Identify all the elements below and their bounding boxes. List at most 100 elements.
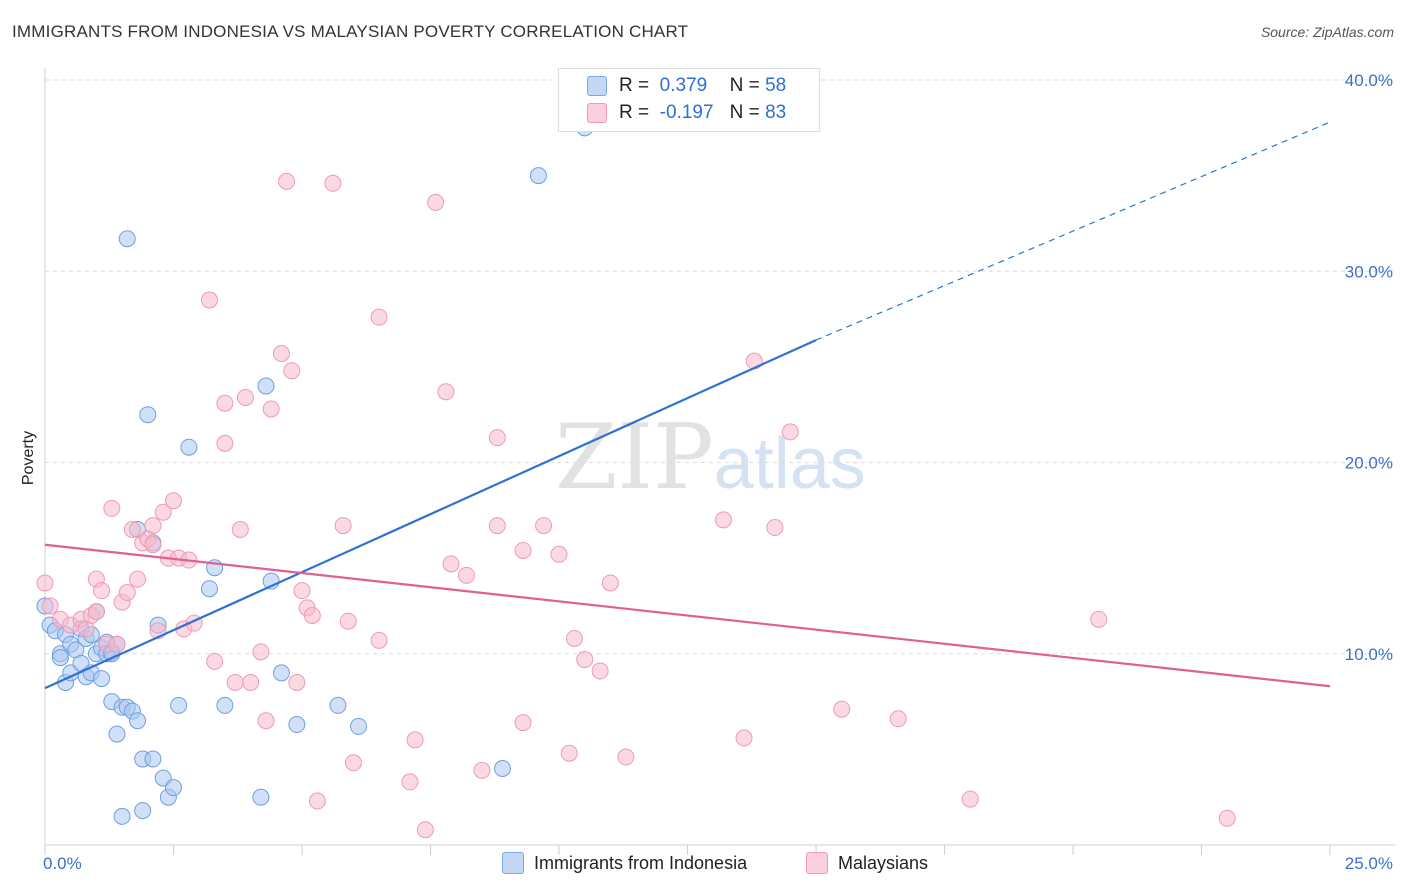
data-point	[93, 582, 111, 600]
data-point	[41, 597, 59, 615]
data-point	[535, 517, 553, 535]
stats-legend: R = 0.379 N = 58 R = -0.197 N = 83	[558, 68, 820, 132]
data-point	[591, 662, 609, 680]
data-point	[293, 582, 311, 600]
data-point	[601, 574, 619, 592]
data-point	[766, 519, 784, 537]
legend-n-value: 58	[765, 75, 787, 96]
trend-lines	[44, 121, 1331, 690]
data-point	[329, 696, 347, 714]
data-point	[1218, 809, 1236, 827]
axes	[44, 68, 1395, 855]
data-point	[406, 731, 424, 749]
legend-r-label: R =	[619, 102, 650, 123]
bottom-legend-label: Malaysians	[838, 852, 929, 873]
legend-row-malaysians: R = -0.197 N = 83	[587, 101, 786, 125]
bottom-legend-label: Immigrants from Indonesia	[534, 852, 748, 873]
tick-labels: 10.0% 20.0% 30.0% 40.0% 0.0% 25.0%	[43, 71, 1393, 873]
data-point	[961, 790, 979, 808]
data-point	[103, 499, 121, 517]
bottom-swatch-malaysians	[806, 852, 828, 874]
data-point	[370, 631, 388, 649]
data-point	[565, 629, 583, 647]
y-tick-label: 30.0%	[1345, 262, 1393, 281]
data-point	[416, 821, 434, 839]
y-tick-label: 40.0%	[1345, 71, 1393, 90]
data-point	[118, 584, 136, 602]
legend-r-value: -0.197	[659, 102, 714, 123]
x-tick-label: 0.0%	[43, 854, 82, 873]
legend-n-label: N =	[729, 75, 760, 96]
data-point	[324, 174, 342, 192]
data-point	[144, 536, 162, 554]
data-point	[113, 807, 131, 825]
data-point	[236, 388, 254, 406]
data-point	[576, 650, 594, 668]
data-point	[334, 517, 352, 535]
data-point	[180, 438, 198, 456]
data-point	[370, 308, 388, 326]
data-point	[144, 750, 162, 768]
data-point	[200, 580, 218, 598]
data-point	[262, 400, 280, 418]
data-point	[560, 744, 578, 762]
x-tick-label: 25.0%	[1345, 854, 1393, 873]
data-point	[442, 555, 460, 573]
data-point	[288, 716, 306, 734]
data-point	[51, 649, 69, 667]
data-points	[36, 119, 1236, 839]
legend-swatch-malaysians	[587, 103, 607, 123]
data-point	[550, 545, 568, 563]
legend-row-indonesia: R = 0.379 N = 58	[587, 74, 786, 98]
data-point	[278, 172, 296, 190]
data-point	[36, 574, 54, 592]
data-point	[457, 566, 475, 584]
data-point	[283, 362, 301, 380]
data-point	[257, 377, 275, 395]
data-point	[139, 406, 157, 424]
y-tick-label: 10.0%	[1345, 645, 1393, 664]
data-point	[529, 167, 547, 185]
data-point	[714, 511, 732, 529]
trend-line	[44, 339, 817, 690]
trend-line	[44, 543, 1331, 688]
data-point	[735, 729, 753, 747]
data-point	[1090, 610, 1108, 628]
data-point	[401, 773, 419, 791]
data-point	[170, 696, 188, 714]
data-point	[93, 670, 111, 688]
data-point	[123, 520, 141, 538]
data-point	[493, 760, 511, 777]
data-point	[350, 717, 368, 735]
trend-line-extension	[815, 121, 1331, 341]
data-point	[200, 291, 218, 309]
data-point	[427, 193, 445, 211]
data-point	[339, 612, 357, 630]
data-point	[272, 344, 290, 362]
data-point	[165, 779, 182, 797]
data-point	[473, 761, 491, 779]
y-axis-label: Poverty	[20, 431, 37, 485]
data-point	[781, 423, 799, 441]
data-point	[206, 652, 224, 670]
data-point	[118, 230, 136, 248]
data-point	[303, 607, 321, 624]
legend-n-value: 83	[765, 102, 787, 123]
data-point	[252, 643, 270, 661]
data-point	[514, 714, 532, 732]
data-point	[242, 673, 260, 691]
data-point	[488, 517, 506, 535]
legend-swatch-indonesia	[587, 76, 607, 96]
data-point	[216, 696, 234, 714]
legend-r-value: 0.379	[659, 75, 708, 96]
data-point	[231, 520, 249, 538]
bottom-legend-malaysians: Malaysians	[806, 852, 928, 874]
data-point	[745, 352, 763, 370]
data-point	[165, 492, 182, 510]
data-point	[514, 541, 532, 559]
legend-r-label: R =	[619, 75, 650, 96]
data-point	[488, 429, 506, 447]
data-point	[129, 570, 147, 588]
data-point	[252, 788, 270, 806]
